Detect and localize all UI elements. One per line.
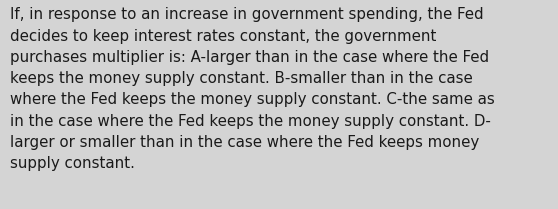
Text: If, in response to an increase in government spending, the Fed
decides to keep i: If, in response to an increase in govern… — [10, 7, 495, 171]
